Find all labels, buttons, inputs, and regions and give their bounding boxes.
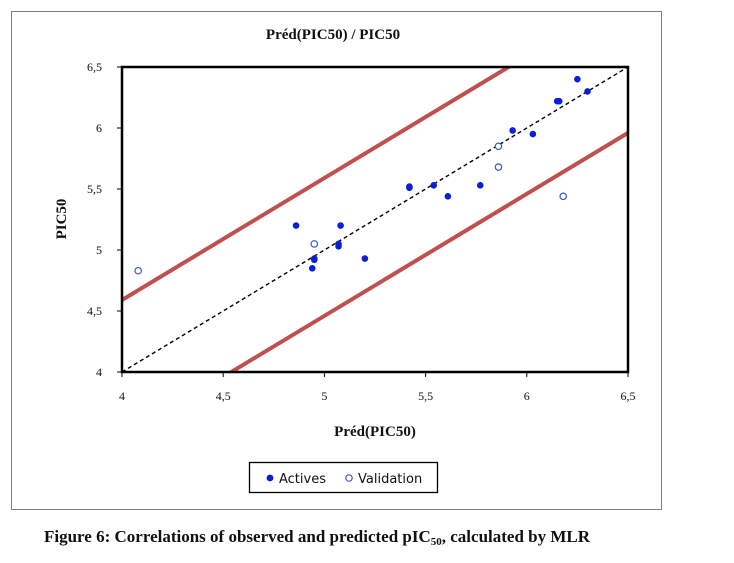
plot-border: [120, 65, 630, 374]
x-tick-label: 4,5: [216, 389, 231, 403]
x-tick-label: 6,5: [621, 389, 636, 403]
y-tick-label: 5: [96, 243, 102, 257]
legend-validation-marker: [345, 474, 353, 482]
caption-text: Figure 6: Correlations of observed and p…: [44, 527, 431, 546]
actives-point: [444, 193, 452, 200]
y-tick-label: 5,5: [87, 182, 102, 196]
x-tick-label: 5,5: [418, 389, 433, 403]
actives-point: [430, 182, 437, 189]
actives-point: [584, 88, 591, 95]
actives-point: [292, 222, 300, 229]
actives-point: [574, 75, 581, 83]
figure-caption: Figure 6: Correlations of observed and p…: [44, 527, 590, 548]
legend-validation-label: Validation: [358, 472, 422, 487]
actives-point: [310, 255, 318, 262]
validation-point: [494, 142, 503, 151]
actives-point: [308, 265, 316, 272]
actives-point: [337, 222, 344, 229]
validation-point: [559, 192, 568, 201]
x-tick-label: 5: [321, 389, 327, 403]
validation-point: [310, 240, 319, 248]
caption-suffix: , calculated by MLR: [441, 527, 591, 546]
y-tick-label: 4: [96, 365, 102, 379]
x-tick-label: 4: [119, 389, 125, 403]
legend-box: [248, 461, 439, 494]
validation-point: [134, 266, 142, 275]
y-axis-label: PIC50: [54, 199, 70, 240]
x-axis-label: Préd(PIC50): [334, 424, 416, 440]
actives-point: [529, 130, 537, 138]
actives-point: [509, 127, 516, 134]
actives-point: [406, 183, 413, 190]
y-tick-label: 6,5: [87, 60, 102, 74]
caption-subscript: 50: [430, 536, 442, 548]
validation-point: [494, 163, 503, 171]
x-tick-label: 6: [524, 389, 530, 403]
y-tick-label: 4,5: [87, 304, 102, 318]
actives-point: [476, 182, 484, 189]
actives-point: [361, 255, 369, 262]
chart-frame: [11, 11, 662, 510]
identity-line: [122, 67, 628, 372]
legend-actives-label: Actives: [279, 472, 326, 487]
legend-actives-marker: [266, 474, 274, 482]
chart-title: Préd(PIC50) / PIC50: [266, 27, 400, 43]
upper-band-line: [122, 67, 513, 303]
lower-band-line: [227, 130, 628, 372]
actives-point: [555, 97, 563, 105]
y-tick-label: 6: [96, 121, 102, 135]
legend: Actives Validation: [248, 461, 439, 494]
actives-point: [335, 243, 342, 250]
